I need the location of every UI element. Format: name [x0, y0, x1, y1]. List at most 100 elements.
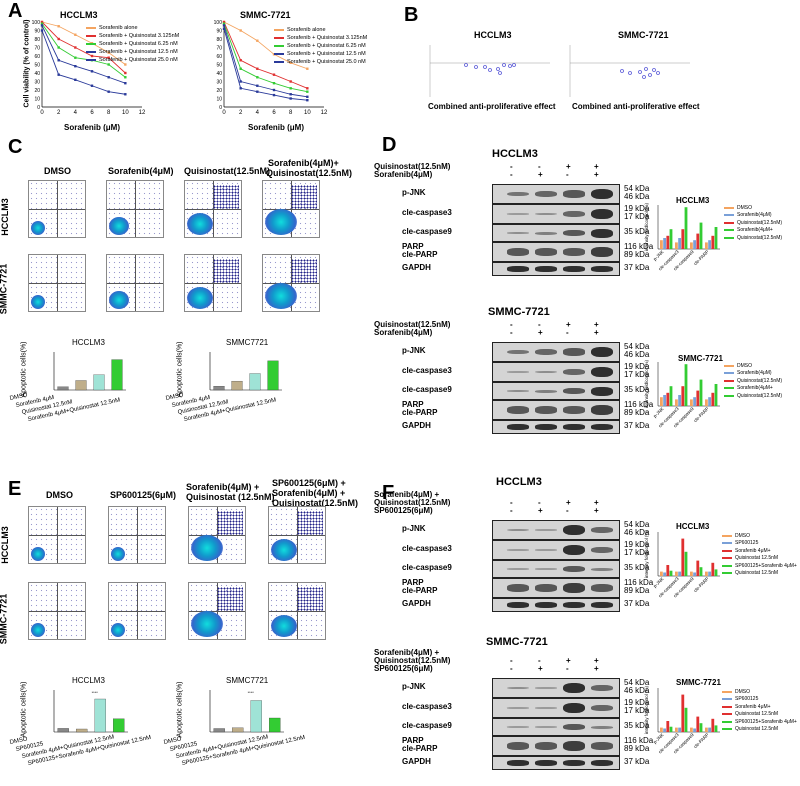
blot-band [507, 371, 529, 373]
legend-label: DMSO [737, 362, 752, 369]
legend-item: Sorafenib + Quisinostat 6.25 nM [86, 40, 179, 48]
western-blot-d-smmc: Quisinostat(12.5nM) Sorafenib(4μM) - - + + - + -… [374, 320, 653, 455]
isobologram-hcclm3 [429, 45, 550, 97]
blot-strip [492, 718, 620, 736]
data-point [57, 59, 60, 62]
blot-band [563, 702, 585, 714]
treatment-sign: - [510, 498, 513, 507]
kda-label: 35 kDa [624, 721, 650, 730]
mini-bar [693, 728, 696, 732]
data-point [57, 73, 60, 76]
wb-d2-chart-title: SMMC-7721 [678, 354, 723, 363]
blot-band [535, 212, 557, 216]
blot-band [563, 211, 585, 217]
data-point [272, 93, 276, 97]
data-point [107, 76, 110, 79]
western-blot-f-hcclm3: Sorafenib(4μM) + Quisinostat(12.5nM) SP600… [374, 490, 653, 625]
data-point [306, 67, 309, 70]
treatment-label: SP600125(6μM) [374, 506, 433, 515]
kda-label: 54 kDa [624, 678, 650, 687]
mini-bar [699, 379, 703, 406]
x-tick-label: 12 [139, 110, 146, 116]
bar [113, 718, 125, 733]
data-point [256, 84, 259, 87]
panel-label-f: F [382, 482, 395, 504]
blot-band [563, 266, 585, 272]
blot-row-label: GAPDH [402, 263, 431, 272]
legend-a2: Sorafenib alone Sorafenib + Quisinostat 3… [274, 26, 367, 66]
blot-row-label: GAPDH [402, 599, 431, 608]
legend-swatch [722, 572, 732, 575]
treatment-sign: + [594, 506, 599, 515]
legend-label: Quisinostat 12.5nM [735, 555, 779, 562]
blot-band [535, 687, 557, 689]
kda-label: 54 kDa [624, 520, 650, 529]
treatment-sign: - [538, 320, 541, 329]
mini-bar [663, 572, 666, 576]
y-tick-label: 20 [216, 88, 222, 94]
legend-swatch [724, 214, 734, 217]
y-tick-label: 90 [216, 29, 222, 35]
blot-band [507, 232, 529, 234]
y-tick-label: 50 [34, 63, 40, 69]
mini-bar [681, 229, 685, 249]
flow-plot [108, 506, 166, 564]
blot-strip [492, 420, 620, 434]
wb-f1-title: HCCLM3 [496, 476, 542, 488]
blot-band [591, 266, 613, 272]
kda-label: 19 kDa [624, 362, 650, 371]
blot-row-label: cle-PARP [402, 250, 438, 259]
mini-bar [705, 571, 708, 576]
panel-label-e: E [8, 478, 22, 500]
blot-band [591, 386, 613, 396]
y-tick-label: 70 [34, 46, 40, 52]
kda-label: 19 kDa [624, 698, 650, 707]
panel-label-d: D [382, 134, 397, 156]
data-point [90, 54, 94, 58]
kda-label: 35 kDa [624, 385, 650, 394]
bar-e2-cats: DMSO SP600125 Sorafenib 4μM+Quisinostat 12… [163, 734, 308, 768]
chart-a1-title: HCCLM3 [60, 10, 98, 20]
mini-bar [708, 397, 711, 406]
data-point [222, 27, 226, 30]
blot-band [507, 742, 529, 750]
flow-plot [188, 506, 246, 564]
treatment-sign: + [594, 162, 599, 171]
isobologram-hcclm3-xlabel: Combined anti-proliferative effect [428, 102, 556, 111]
bar-e2-ylabel: Apoptotic cells(%) [176, 681, 184, 738]
legend-item: Sorafenib 4μM+ [722, 703, 797, 711]
mini-bar [684, 551, 688, 576]
kda-label: 116 kDa [624, 578, 654, 587]
treatment-sign: - [538, 498, 541, 507]
blot-band [507, 349, 529, 355]
series-line [223, 23, 308, 93]
y-tick-label: 60 [34, 54, 40, 60]
mini-bar [675, 571, 678, 576]
blot-band [535, 584, 557, 592]
y-tick-label: 0 [219, 105, 222, 111]
legend-label: Quisinostat 12.5nM [735, 726, 779, 733]
treatment-label: Sorafenib(4μM) + [374, 648, 440, 657]
legend-label: Quisinostat 12.5nM [735, 711, 779, 718]
mini-bar [675, 727, 678, 732]
treatment-sign: + [594, 328, 599, 337]
blot-row-label: p-JNK [402, 524, 426, 533]
series-line [41, 23, 126, 78]
treatment-label: Quisinostat(12.5nM) [374, 498, 451, 507]
series-line [41, 21, 126, 74]
western-blot-d-hcclm3: Quisinostat(12.5nM) Sorafenib(4μM) - - + + - + -… [374, 162, 653, 297]
kda-label: 46 kDa [624, 528, 650, 537]
bar [111, 359, 123, 391]
treatment-sign: - [566, 328, 569, 337]
blot-band [535, 707, 557, 709]
blot-band [563, 724, 585, 730]
kda-label: 89 kDa [624, 408, 650, 417]
treatment-sign: + [538, 170, 543, 179]
legend-label: Sorafenib(4μM) [737, 212, 772, 219]
mini-bar [675, 399, 678, 406]
mini-bar [690, 399, 693, 406]
legend-item: DMSO [724, 204, 782, 212]
blot-band [591, 405, 613, 415]
treatment-sign: + [566, 320, 571, 329]
blot-band [535, 549, 557, 551]
